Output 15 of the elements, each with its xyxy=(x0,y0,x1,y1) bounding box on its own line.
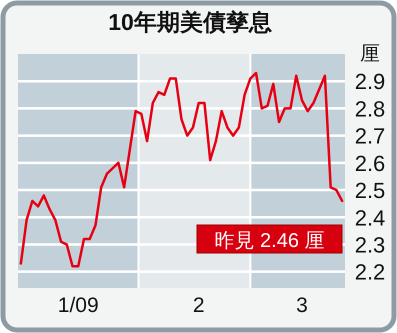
x-tick-label: 2 xyxy=(192,294,205,317)
x-tick-label: 1/09 xyxy=(58,294,99,317)
annotation: 昨見 2.46 厘 xyxy=(214,230,325,252)
x-tick-label: 3 xyxy=(296,294,308,317)
y-tick-label: 2.7 xyxy=(354,124,386,149)
line-series xyxy=(20,72,344,268)
y-tick-label: 2.6 xyxy=(354,150,386,176)
y-tick-label: 2.5 xyxy=(354,178,386,204)
y-tick-label: 2.8 xyxy=(354,96,386,122)
y-tick-label: 2.9 xyxy=(354,69,386,94)
y-tick-label: 2.3 xyxy=(354,232,386,258)
chart-title: 10年期美債孳息 xyxy=(108,9,272,35)
y-axis-title: 厘 xyxy=(360,43,380,65)
y-tick-label: 2.4 xyxy=(354,205,386,230)
y-tick-label: 2.2 xyxy=(354,260,386,285)
